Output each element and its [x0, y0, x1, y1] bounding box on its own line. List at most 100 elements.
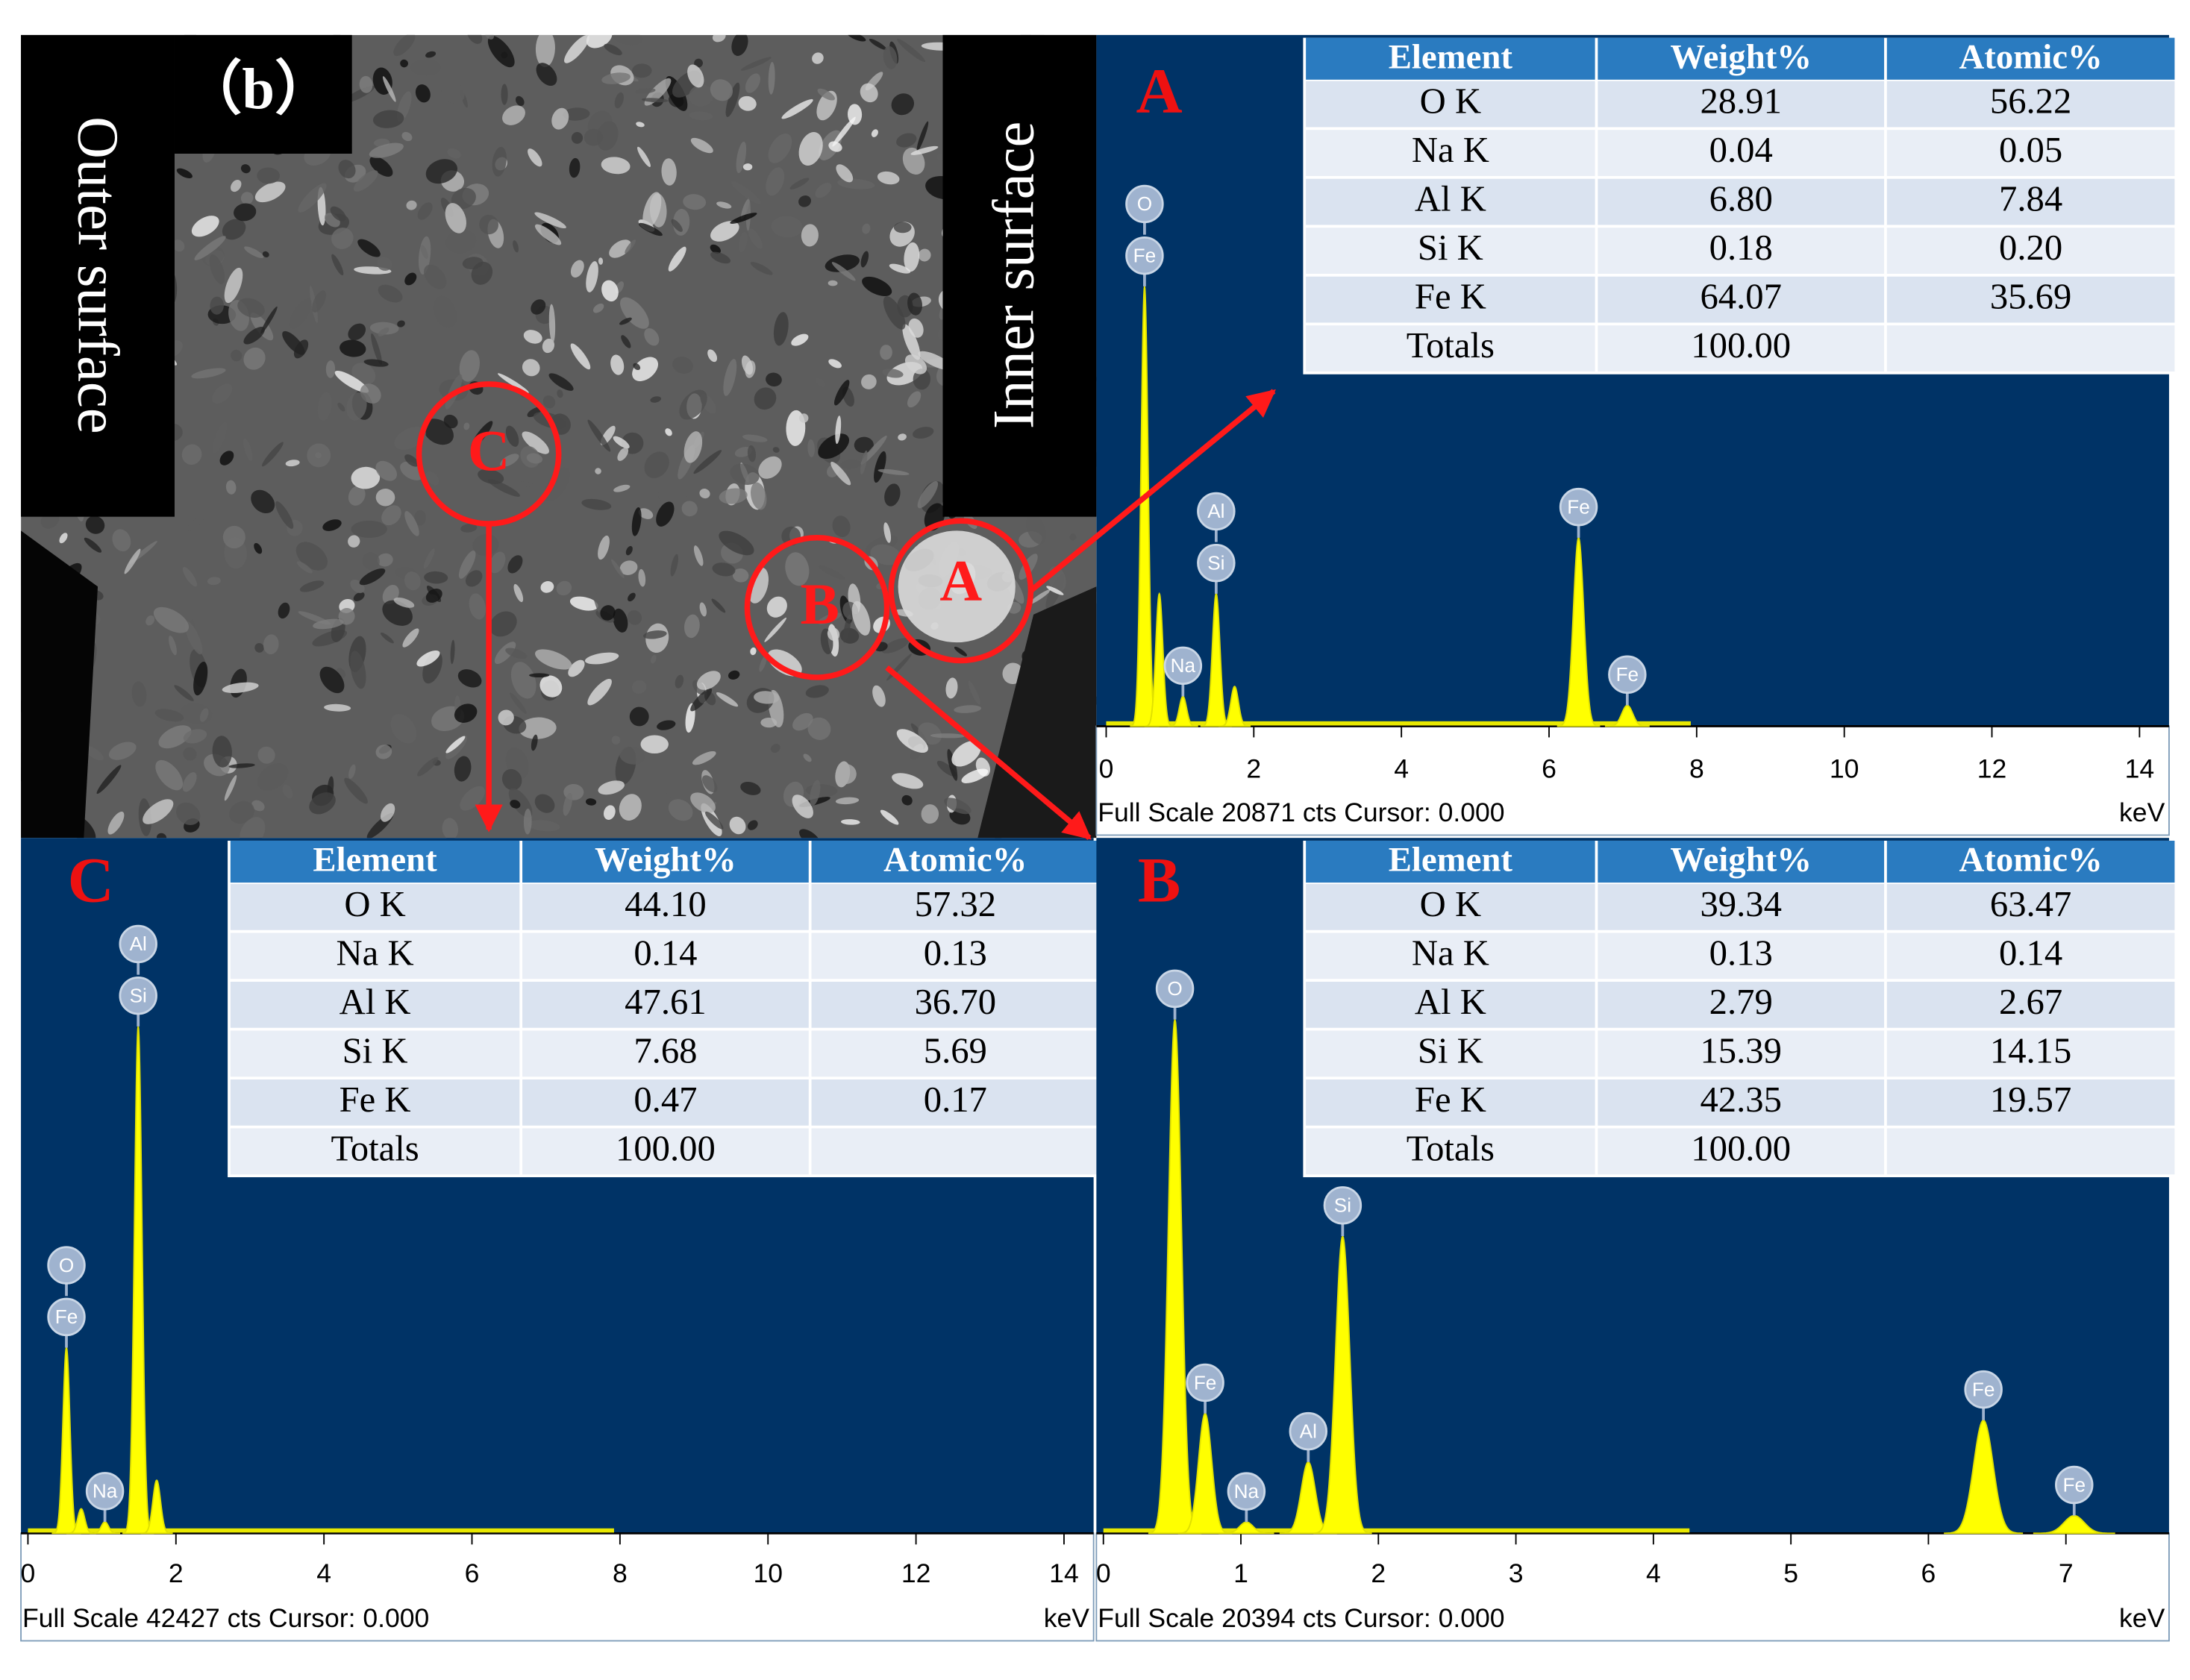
texture: [325, 360, 336, 378]
texture: [484, 34, 494, 40]
texture: [531, 299, 546, 315]
texture: [907, 292, 922, 316]
texture: [410, 59, 441, 76]
texture: [425, 159, 458, 184]
texture: [535, 34, 555, 67]
table-cell: [1598, 228, 1885, 274]
texture: [812, 52, 824, 64]
texture: [947, 749, 958, 781]
peak-label: Fe: [1972, 1378, 1995, 1400]
texture: [598, 535, 610, 560]
texture: [363, 359, 389, 367]
texture: [862, 276, 892, 296]
texture: [465, 570, 483, 587]
texture: [471, 261, 493, 285]
peak: [122, 1026, 154, 1535]
texture: [635, 88, 656, 94]
texture: [860, 83, 878, 103]
texture: [729, 816, 746, 835]
texture: [542, 338, 555, 354]
texture: [807, 439, 815, 457]
texture: [638, 222, 663, 236]
texture: [348, 535, 360, 548]
cell-text: 100.00: [1691, 1129, 1791, 1169]
table-cell: [1598, 178, 1885, 225]
texture: [85, 515, 105, 534]
peak-label: Si: [1334, 1194, 1351, 1217]
texture: [187, 517, 204, 531]
texture: [827, 627, 840, 641]
texture: [275, 501, 294, 529]
texture: [687, 64, 704, 88]
texture: [628, 592, 636, 602]
cell-text: 5.69: [924, 1030, 987, 1071]
texture: [563, 792, 573, 816]
texture: [893, 222, 912, 233]
label-box: [174, 34, 352, 154]
header-cell: [1886, 840, 2175, 883]
texture: [489, 611, 517, 637]
peak: [1219, 1521, 1274, 1535]
texture: [614, 92, 624, 109]
texture: [479, 214, 499, 235]
peak-label: Fe: [55, 1306, 78, 1328]
texture: [621, 335, 631, 348]
texture: [847, 34, 866, 42]
cell-text: Na K: [1412, 130, 1489, 170]
texture: [781, 98, 813, 119]
texture: [353, 170, 378, 192]
texture: [295, 542, 328, 571]
texture: [613, 608, 628, 633]
table-cell: [230, 883, 520, 930]
texture: [768, 134, 792, 163]
texture: [898, 530, 1016, 643]
texture: [359, 75, 373, 93]
texture: [257, 763, 289, 791]
texture: [830, 461, 851, 486]
texture: [443, 414, 458, 429]
region-label: B: [801, 572, 839, 637]
cell-text: Fe K: [340, 1079, 411, 1120]
table-cell: [1886, 130, 2175, 176]
x-tick-label: 6: [465, 1558, 480, 1588]
cell-text: 7.84: [1999, 179, 2062, 219]
texture: [644, 327, 660, 346]
texture: [299, 580, 325, 592]
texture: [414, 510, 426, 526]
texture: [751, 482, 767, 510]
texture: [193, 661, 208, 696]
texture: [738, 95, 757, 111]
texture: [492, 146, 507, 177]
cell-text: 57.32: [915, 884, 996, 924]
texture: [108, 742, 137, 760]
texture: [243, 327, 265, 345]
table-cell: [1306, 981, 1595, 1028]
peak-label: O: [1167, 977, 1182, 1000]
texture: [183, 729, 207, 744]
texture: [254, 181, 286, 203]
texture: [810, 780, 821, 806]
texture: [169, 635, 177, 656]
texture: [740, 782, 761, 795]
texture: [155, 759, 184, 791]
region-circle: [744, 535, 890, 680]
x-tick-label: 4: [1394, 754, 1409, 784]
texture: [348, 764, 356, 779]
arrow: [1029, 389, 1276, 593]
texture: [212, 736, 232, 768]
x-tick-label: 4: [1646, 1558, 1661, 1588]
texture: [831, 262, 856, 281]
texture: [224, 774, 237, 801]
header-text: Weight%: [595, 841, 736, 880]
texture: [174, 685, 194, 701]
axis-strip: [1095, 725, 2170, 836]
table-cell: [1886, 1030, 2175, 1077]
table-cell: [1886, 981, 2175, 1028]
texture: [146, 615, 155, 626]
texture: [393, 597, 415, 608]
texture: [661, 158, 677, 186]
texture: [799, 413, 809, 423]
texture: [610, 354, 625, 375]
texture: [586, 261, 598, 292]
texture: [351, 466, 381, 489]
